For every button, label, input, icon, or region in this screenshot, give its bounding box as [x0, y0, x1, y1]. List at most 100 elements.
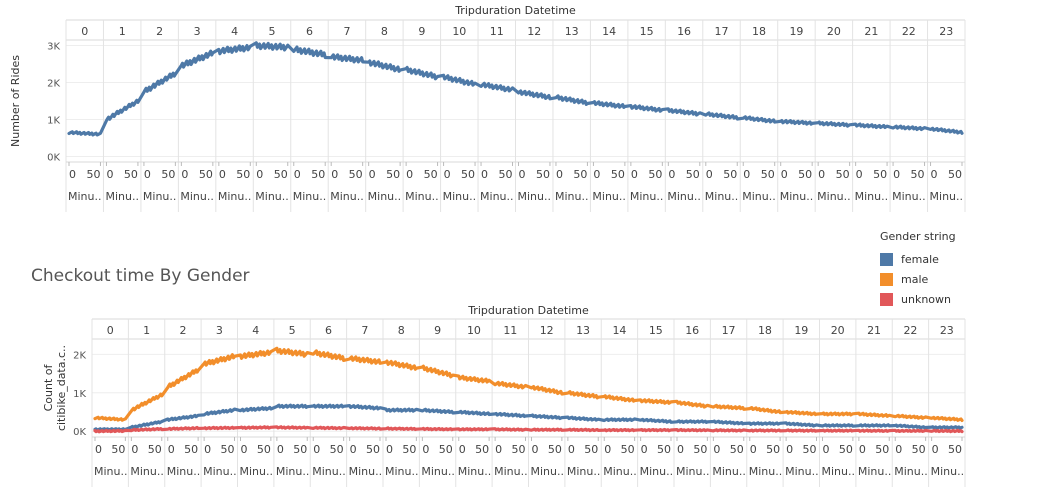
y-tick-label: 0K	[47, 152, 60, 163]
hour-label: 16	[677, 25, 691, 38]
hour-label: 17	[715, 25, 729, 38]
minute-tick-label: 0	[131, 443, 138, 456]
minute-tick-label: 50	[349, 168, 363, 181]
minute-tick-label: 50	[948, 168, 962, 181]
hour-label: 6	[306, 25, 313, 38]
minute-tick-label: 0	[294, 168, 301, 181]
gender-legend[interactable]: Gender string female male unknown	[880, 230, 956, 309]
minute-axis-label: Minu..	[667, 190, 700, 203]
minute-tick-label: 0	[256, 168, 263, 181]
minute-axis-label: Minu..	[592, 190, 625, 203]
series-line-unknown	[93, 425, 964, 434]
minute-axis-label: Minu..	[892, 190, 925, 203]
minute-axis-label: Minu..	[421, 465, 454, 478]
minute-tick-label: 50	[221, 443, 235, 456]
minute-tick-label: 0	[444, 168, 451, 181]
minute-axis-label: Minu..	[603, 465, 636, 478]
minute-tick-label: 50	[330, 443, 344, 456]
minute-axis-label: Minu..	[567, 465, 600, 478]
y-tick-label: 0K	[73, 427, 86, 438]
minute-tick-label: 0	[750, 443, 757, 456]
minute-axis-label: Minu..	[385, 465, 418, 478]
series-line-rides	[67, 41, 964, 137]
minute-tick-label: 50	[536, 168, 550, 181]
minute-tick-label: 50	[548, 443, 562, 456]
hour-label: 23	[940, 324, 954, 337]
legend-item-female[interactable]: female	[880, 249, 956, 269]
hour-label: 10	[452, 25, 466, 38]
minute-tick-label: 0	[144, 168, 151, 181]
minute-tick-label: 50	[424, 168, 438, 181]
minute-tick-label: 50	[461, 168, 475, 181]
header-label: Tripduration Datetime	[467, 304, 589, 317]
minute-axis-label: Minu..	[676, 465, 709, 478]
minute-tick-label: 50	[730, 443, 744, 456]
minute-axis-label: Minu..	[640, 465, 673, 478]
hour-label: 18	[758, 324, 772, 337]
hour-label: 15	[649, 324, 663, 337]
minute-tick-label: 0	[495, 443, 502, 456]
y-tick-label: 1K	[47, 115, 60, 126]
minute-axis-label: Minu..	[240, 465, 273, 478]
minute-axis-label: Minu..	[817, 190, 850, 203]
legend-swatch-unknown	[880, 292, 893, 306]
minute-tick-label: 50	[499, 168, 513, 181]
minute-tick-label: 0	[95, 443, 102, 456]
minute-tick-label: 0	[641, 443, 648, 456]
minute-axis-label: Minu..	[94, 465, 127, 478]
minute-tick-label: 50	[439, 443, 453, 456]
y-axis-label: Number of Rides	[9, 55, 22, 147]
hour-label: 0	[107, 324, 114, 337]
minute-tick-label: 0	[204, 443, 211, 456]
hour-label: 12	[527, 25, 541, 38]
hour-label: 5	[289, 324, 296, 337]
hour-label: 7	[343, 25, 350, 38]
legend-item-male[interactable]: male	[880, 269, 956, 289]
legend-item-unknown[interactable]: unknown	[880, 289, 956, 309]
minute-axis-label: Minu..	[255, 190, 288, 203]
minute-tick-label: 50	[948, 443, 962, 456]
hour-label: 8	[381, 25, 388, 38]
minute-tick-label: 0	[241, 443, 248, 456]
header-label: Tripduration Datetime	[454, 4, 576, 17]
minute-tick-label: 0	[631, 168, 638, 181]
y-tick-label: 3K	[47, 42, 60, 53]
series-line-male	[93, 346, 964, 423]
hour-label: 12	[540, 324, 554, 337]
hour-label: 5	[269, 25, 276, 38]
minute-tick-label: 0	[713, 443, 720, 456]
minute-tick-label: 50	[512, 443, 526, 456]
hour-label: 7	[361, 324, 368, 337]
hour-label: 2	[156, 25, 163, 38]
minute-axis-label: Minu..	[143, 190, 176, 203]
hour-label: 13	[565, 25, 579, 38]
minute-tick-label: 0	[459, 443, 466, 456]
minute-tick-label: 0	[931, 168, 938, 181]
hour-label: 19	[789, 25, 803, 38]
hour-label: 19	[794, 324, 808, 337]
minute-tick-label: 50	[584, 443, 598, 456]
minute-axis-label: Minu..	[276, 465, 309, 478]
minute-tick-label: 0	[859, 443, 866, 456]
minute-axis-label: Minu..	[368, 190, 401, 203]
minute-axis-label: Minu..	[312, 465, 345, 478]
minute-axis-label: Minu..	[930, 190, 963, 203]
minute-tick-label: 50	[475, 443, 489, 456]
minute-tick-label: 50	[257, 443, 271, 456]
minute-tick-label: 50	[693, 443, 707, 456]
minute-tick-label: 50	[803, 443, 817, 456]
hour-label: 14	[602, 25, 616, 38]
minute-axis-label: Minu..	[630, 190, 663, 203]
hour-label: 3	[216, 324, 223, 337]
hour-label: 9	[434, 324, 441, 337]
minute-axis-label: Minu..	[494, 465, 527, 478]
hour-label: 13	[576, 324, 590, 337]
hour-label: 22	[902, 25, 916, 38]
minute-axis-label: Minu..	[458, 465, 491, 478]
y-tick-label: 1K	[73, 389, 86, 400]
minute-axis-label: Minu..	[749, 465, 782, 478]
y-axis-label: Count ofcitibike_data.c..	[42, 345, 68, 431]
